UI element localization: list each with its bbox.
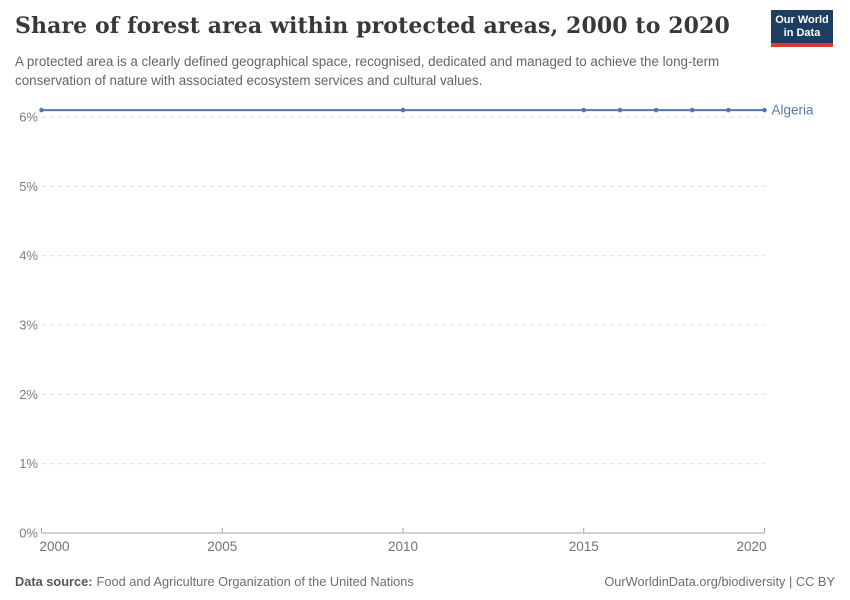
x-tick-label: 2010 <box>388 539 418 554</box>
owid-logo-line2: in Data <box>783 26 821 39</box>
data-point[interactable] <box>653 107 659 113</box>
chart-footer: Data source: Food and Agriculture Organiz… <box>15 574 835 589</box>
x-tick-label: 2000 <box>40 539 70 554</box>
y-tick-label: 6% <box>19 110 38 125</box>
data-source-value: Food and Agriculture Organization of the… <box>96 574 414 589</box>
data-point[interactable] <box>726 107 731 113</box>
chart-title: Share of forest area within protected ar… <box>15 13 730 39</box>
owid-logo-line1: Our World <box>775 13 829 26</box>
y-tick-label: 4% <box>19 248 38 263</box>
data-point[interactable] <box>39 107 44 113</box>
owid-logo[interactable]: Our World in Data <box>771 10 833 47</box>
data-source-label: Data source: <box>15 574 93 589</box>
y-tick-label: 0% <box>19 526 38 541</box>
data-point[interactable] <box>400 107 406 113</box>
data-point[interactable] <box>762 107 767 113</box>
data-source: Data source: Food and Agriculture Organiz… <box>15 574 414 589</box>
data-point[interactable] <box>689 107 695 113</box>
footer-license-link[interactable]: OurWorldinData.org/biodiversity | CC BY <box>604 574 835 589</box>
x-tick-label: 2015 <box>569 539 599 554</box>
y-tick-label: 3% <box>19 318 38 333</box>
data-point[interactable] <box>581 107 587 113</box>
chart-subtitle: A protected area is a clearly defined ge… <box>15 54 720 88</box>
data-point[interactable] <box>617 107 623 113</box>
x-tick-label: 2005 <box>207 539 237 554</box>
y-tick-label: 1% <box>19 456 38 471</box>
series-label[interactable]: Algeria <box>772 103 815 118</box>
y-tick-label: 5% <box>19 179 38 194</box>
x-tick-label: 2020 <box>736 539 766 554</box>
y-tick-label: 2% <box>19 387 38 402</box>
